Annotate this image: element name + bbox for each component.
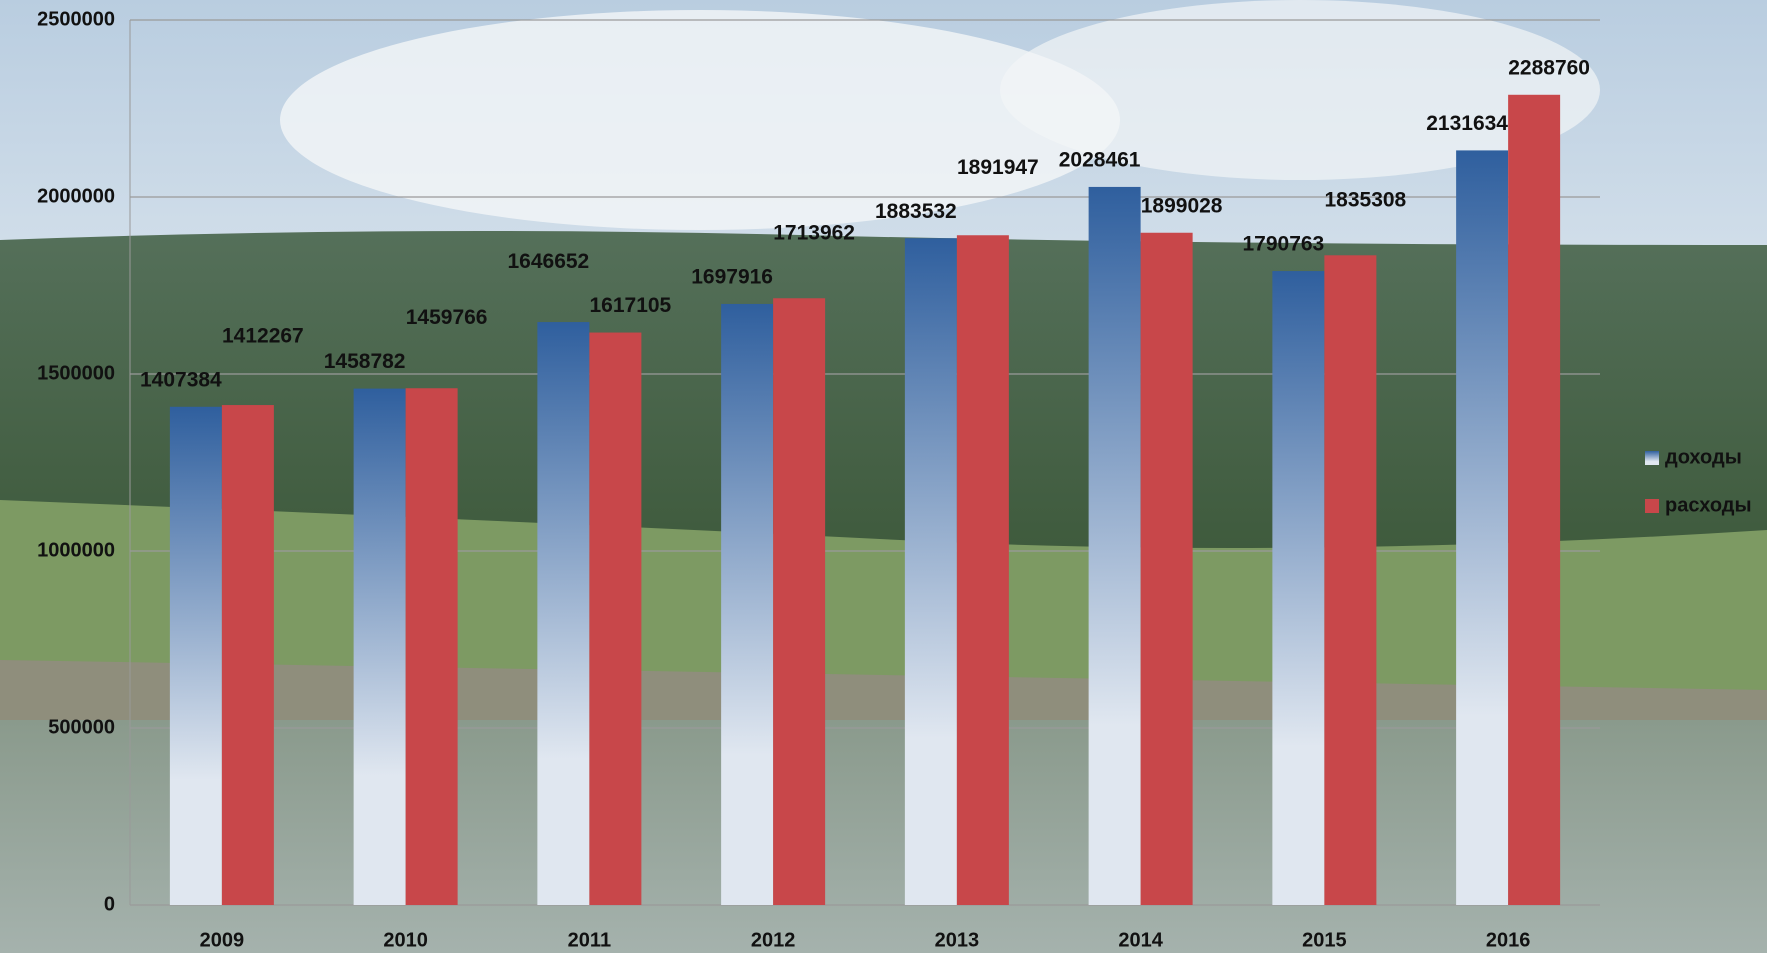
bar — [405, 388, 458, 906]
data-label: 1412267 — [222, 324, 304, 347]
y-tick-label: 500000 — [48, 716, 115, 738]
legend-label: расходы — [1665, 494, 1752, 516]
y-tick-label: 2500000 — [37, 8, 115, 30]
data-label: 1790763 — [1242, 233, 1324, 256]
data-label: 1835308 — [1324, 189, 1406, 212]
legend-label: доходы — [1665, 446, 1742, 468]
bar — [1088, 186, 1141, 905]
x-tick-label: 2012 — [751, 929, 796, 951]
data-label: 1459766 — [406, 306, 488, 329]
bar — [721, 303, 774, 905]
bar — [1508, 94, 1561, 906]
y-tick-label: 0 — [104, 893, 115, 915]
x-tick-label: 2013 — [935, 929, 980, 951]
x-tick-label: 2011 — [568, 929, 611, 951]
y-tick-label: 1500000 — [37, 362, 115, 384]
bar — [956, 235, 1009, 906]
x-tick-label: 2009 — [200, 929, 245, 951]
legend-swatch — [1645, 499, 1659, 513]
data-label: 1899028 — [1141, 194, 1223, 217]
data-label: 2028461 — [1059, 148, 1141, 171]
x-tick-label: 2015 — [1302, 929, 1347, 951]
bar — [169, 406, 222, 905]
data-label: 1891947 — [957, 156, 1039, 179]
bar — [1140, 232, 1193, 906]
data-label: 1458782 — [324, 350, 406, 373]
data-label: 1697916 — [691, 265, 773, 288]
legend-swatch — [1645, 451, 1659, 465]
data-label: 1883532 — [875, 200, 957, 223]
data-label: 1646652 — [507, 250, 589, 273]
bar — [1456, 150, 1509, 906]
bar — [773, 298, 826, 905]
y-tick-label: 2000000 — [37, 185, 115, 207]
bar — [1272, 271, 1325, 905]
bar — [904, 238, 957, 905]
x-tick-label: 2014 — [1118, 929, 1163, 951]
bar — [589, 332, 642, 906]
x-tick-label: 2010 — [383, 929, 428, 951]
data-label: 2131634 — [1426, 112, 1508, 135]
bar — [1324, 255, 1377, 905]
x-tick-label: 2016 — [1486, 929, 1531, 951]
bar — [221, 405, 274, 905]
bar — [537, 322, 590, 905]
data-label: 2288760 — [1508, 56, 1590, 79]
data-label: 1713962 — [773, 221, 855, 244]
data-label: 1617105 — [589, 294, 671, 317]
data-label: 1407384 — [140, 368, 222, 391]
bar — [353, 388, 406, 905]
y-tick-label: 1000000 — [37, 539, 115, 561]
